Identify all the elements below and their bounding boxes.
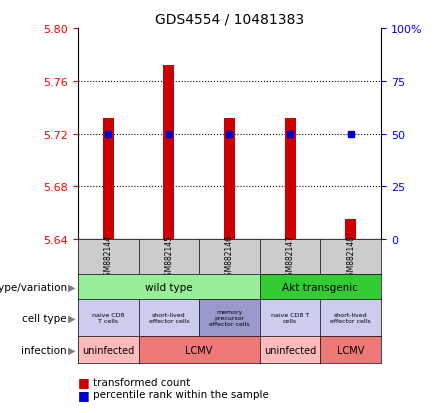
Text: infection: infection [22, 345, 67, 355]
Text: GSM882146: GSM882146 [225, 234, 234, 280]
Title: GDS4554 / 10481383: GDS4554 / 10481383 [155, 12, 304, 26]
Text: genotype/variation: genotype/variation [0, 282, 67, 292]
Text: cell type: cell type [23, 313, 67, 323]
Text: transformed count: transformed count [93, 377, 191, 387]
Bar [345, 220, 356, 240]
Bar [224, 119, 235, 240]
Text: ▶: ▶ [68, 345, 75, 355]
Text: GSM882147: GSM882147 [286, 234, 294, 280]
Text: memory
precursor
effector cells: memory precursor effector cells [209, 310, 250, 326]
Text: LCMV: LCMV [185, 345, 213, 355]
Text: short-lived
effector cells: short-lived effector cells [330, 313, 371, 323]
Text: naive CD8
T cells: naive CD8 T cells [92, 313, 124, 323]
Bar [163, 66, 174, 240]
Text: GSM882145: GSM882145 [165, 234, 173, 280]
Text: GSM882148: GSM882148 [346, 234, 355, 280]
Text: Akt transgenic: Akt transgenic [282, 282, 359, 292]
Text: GSM882144: GSM882144 [104, 234, 113, 280]
Bar [103, 119, 114, 240]
Text: wild type: wild type [145, 282, 193, 292]
Text: ■: ■ [78, 388, 90, 401]
Text: ■: ■ [78, 375, 90, 389]
Bar [284, 119, 296, 240]
Text: short-lived
effector cells: short-lived effector cells [149, 313, 189, 323]
Text: ▶: ▶ [68, 282, 75, 292]
Text: ▶: ▶ [68, 313, 75, 323]
Text: uninfected: uninfected [82, 345, 134, 355]
Text: LCMV: LCMV [337, 345, 365, 355]
Text: naive CD8 T
cells: naive CD8 T cells [271, 313, 309, 323]
Text: uninfected: uninfected [264, 345, 316, 355]
Text: percentile rank within the sample: percentile rank within the sample [93, 389, 269, 399]
